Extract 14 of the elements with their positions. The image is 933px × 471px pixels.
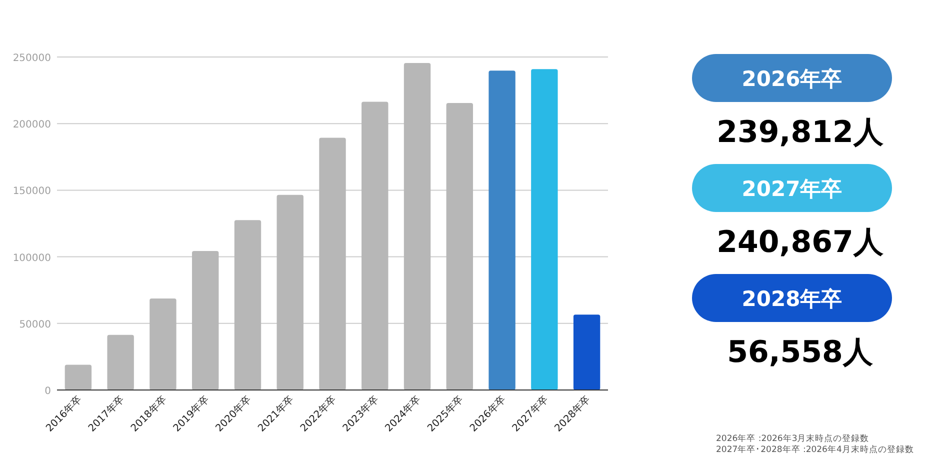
text: 2027年卒･2028年卒 :2026年4月末時点の登録数 — [716, 444, 914, 455]
y-tick-label: 50000 — [19, 319, 51, 330]
category-label: 2026年卒 — [742, 67, 842, 91]
category-label: 2028年卒 — [742, 287, 842, 311]
data-label: 56,558人 — [727, 335, 874, 370]
data-label: 239,812人 — [716, 115, 884, 150]
category-label: 2027年卒 — [742, 177, 842, 201]
data-label: 240,867人 — [716, 225, 884, 260]
y-tick-label: 150000 — [12, 186, 51, 198]
y-tick-label: 100000 — [12, 252, 51, 264]
y-tick-label: 0 — [44, 386, 51, 397]
y-tick-label: 250000 — [12, 53, 51, 64]
text: 2026年卒 :2026年3月末時点の登録数 — [716, 433, 870, 444]
y-tick-label: 200000 — [12, 120, 51, 131]
